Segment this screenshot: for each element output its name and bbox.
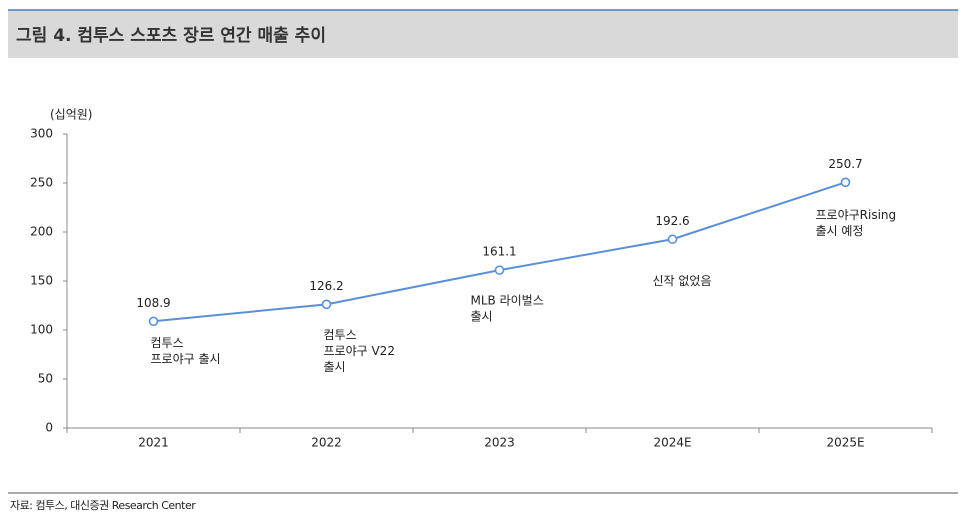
annotation: 출시 bbox=[471, 310, 493, 324]
x-tick-label: 2022 bbox=[311, 436, 342, 450]
x-tick-label: 2024E bbox=[653, 436, 691, 450]
value-label: 108.9 bbox=[136, 296, 170, 310]
chart-title: 그림 4. 컴투스 스포츠 장르 연간 매출 추이 bbox=[16, 25, 326, 46]
point bbox=[667, 234, 678, 245]
y-tick-label: 150 bbox=[30, 274, 53, 288]
annotation: MLB 라이벌스 bbox=[471, 294, 544, 308]
y-tick-label: 300 bbox=[30, 127, 53, 141]
x-tick-label: 2025E bbox=[826, 436, 864, 450]
annotation: 출시 예정 bbox=[816, 224, 864, 238]
annotation: 신작 없었음 bbox=[653, 274, 712, 288]
y-tick-label: 50 bbox=[38, 372, 53, 386]
value-label: 161.1 bbox=[482, 245, 516, 259]
y-tick-label: 200 bbox=[30, 225, 53, 239]
annotation: 컴투스 bbox=[151, 336, 184, 350]
y-tick-label: 100 bbox=[30, 323, 53, 337]
value-label: 126.2 bbox=[309, 279, 343, 293]
y-tick-label: 0 bbox=[45, 421, 53, 435]
x-tick-label: 2021 bbox=[138, 436, 169, 450]
x-tick-label: 2023 bbox=[484, 436, 515, 450]
annotation: 출시 bbox=[324, 360, 346, 374]
point bbox=[494, 265, 505, 275]
title-bar bbox=[8, 10, 958, 58]
point bbox=[148, 316, 159, 327]
value-label: 192.6 bbox=[655, 214, 689, 228]
y-axis-label: (십억원) bbox=[50, 108, 92, 122]
point bbox=[321, 299, 332, 310]
value-label: 250.7 bbox=[828, 157, 862, 171]
source: 자료: 컴투스, 대신증권 Research Center bbox=[10, 499, 196, 512]
annotation: 프로야구 V22 bbox=[324, 344, 395, 358]
annotation: 프로야구Rising bbox=[816, 208, 897, 222]
point bbox=[840, 177, 851, 188]
annotation: 프로야구 출시 bbox=[151, 352, 221, 366]
annotation: 컴투스 bbox=[324, 328, 357, 342]
y-tick-label: 250 bbox=[30, 176, 53, 190]
